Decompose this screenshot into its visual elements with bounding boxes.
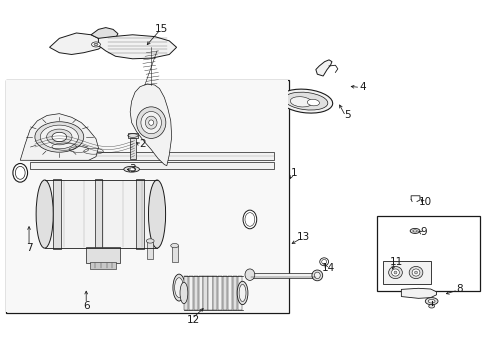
Bar: [86, 247, 121, 263]
Ellipse shape: [394, 271, 397, 274]
Bar: [95, 179, 102, 249]
Ellipse shape: [173, 274, 185, 301]
Text: 10: 10: [419, 197, 432, 207]
Ellipse shape: [425, 298, 438, 305]
Ellipse shape: [315, 272, 320, 279]
Ellipse shape: [312, 270, 323, 281]
Text: 3: 3: [129, 164, 136, 174]
Text: 4: 4: [359, 82, 366, 92]
Ellipse shape: [389, 266, 402, 279]
Ellipse shape: [94, 43, 98, 45]
Polygon shape: [49, 33, 106, 54]
Polygon shape: [401, 288, 437, 298]
Bar: [208, 276, 213, 310]
Bar: [30, 162, 274, 169]
Ellipse shape: [429, 305, 435, 308]
Ellipse shape: [320, 258, 329, 266]
Polygon shape: [98, 35, 176, 59]
Ellipse shape: [128, 168, 136, 171]
Ellipse shape: [180, 282, 188, 304]
Ellipse shape: [124, 166, 140, 172]
Bar: [130, 138, 136, 159]
Ellipse shape: [147, 239, 154, 243]
Ellipse shape: [237, 281, 248, 305]
Ellipse shape: [239, 284, 246, 302]
Text: 7: 7: [25, 243, 32, 253]
Text: 13: 13: [297, 232, 310, 242]
Bar: [136, 179, 144, 249]
Bar: [90, 262, 117, 269]
Ellipse shape: [410, 228, 420, 233]
Bar: [30, 154, 274, 157]
Text: 15: 15: [155, 24, 169, 35]
Text: 2: 2: [139, 139, 146, 149]
Bar: [203, 276, 208, 310]
Text: 5: 5: [344, 111, 351, 121]
Bar: [250, 273, 318, 278]
Text: 8: 8: [457, 284, 464, 294]
Ellipse shape: [284, 92, 328, 110]
Ellipse shape: [243, 210, 257, 229]
Ellipse shape: [279, 89, 333, 113]
Ellipse shape: [40, 125, 78, 149]
Bar: [218, 276, 222, 310]
Text: 14: 14: [321, 263, 335, 273]
Polygon shape: [91, 28, 118, 41]
Ellipse shape: [141, 112, 161, 134]
Text: 11: 11: [390, 257, 403, 267]
Bar: [233, 276, 237, 310]
Ellipse shape: [149, 120, 154, 125]
Bar: [223, 276, 227, 310]
Ellipse shape: [146, 116, 157, 129]
Ellipse shape: [171, 243, 178, 248]
Ellipse shape: [52, 132, 67, 141]
Polygon shape: [316, 60, 332, 76]
Text: 12: 12: [187, 315, 200, 325]
Ellipse shape: [35, 122, 84, 152]
Text: 6: 6: [83, 301, 90, 311]
Ellipse shape: [174, 278, 183, 297]
Bar: [184, 276, 188, 310]
Bar: [5, 80, 289, 313]
Bar: [128, 133, 138, 138]
Ellipse shape: [307, 99, 319, 106]
Ellipse shape: [428, 300, 435, 303]
Ellipse shape: [392, 269, 399, 276]
Text: 9: 9: [420, 227, 427, 237]
Ellipse shape: [413, 230, 417, 232]
Bar: [228, 276, 232, 310]
Ellipse shape: [36, 180, 53, 248]
Bar: [30, 152, 274, 160]
Ellipse shape: [148, 180, 166, 248]
Bar: [45, 180, 157, 248]
Bar: [6, 80, 289, 312]
Ellipse shape: [137, 107, 166, 138]
Polygon shape: [130, 84, 172, 166]
Ellipse shape: [245, 269, 255, 280]
Bar: [213, 276, 218, 310]
Text: 1: 1: [291, 168, 297, 178]
Ellipse shape: [415, 271, 417, 274]
Bar: [194, 276, 198, 310]
Ellipse shape: [47, 129, 72, 145]
Ellipse shape: [409, 266, 423, 279]
Ellipse shape: [92, 42, 100, 47]
Bar: [238, 276, 242, 310]
Bar: [172, 246, 177, 262]
Bar: [53, 179, 61, 249]
Bar: [377, 216, 480, 291]
Ellipse shape: [290, 97, 312, 107]
Bar: [189, 276, 193, 310]
Polygon shape: [20, 114, 98, 160]
Bar: [383, 261, 431, 284]
Bar: [147, 242, 153, 259]
Bar: [198, 276, 203, 310]
Ellipse shape: [13, 163, 27, 182]
Ellipse shape: [412, 269, 420, 276]
